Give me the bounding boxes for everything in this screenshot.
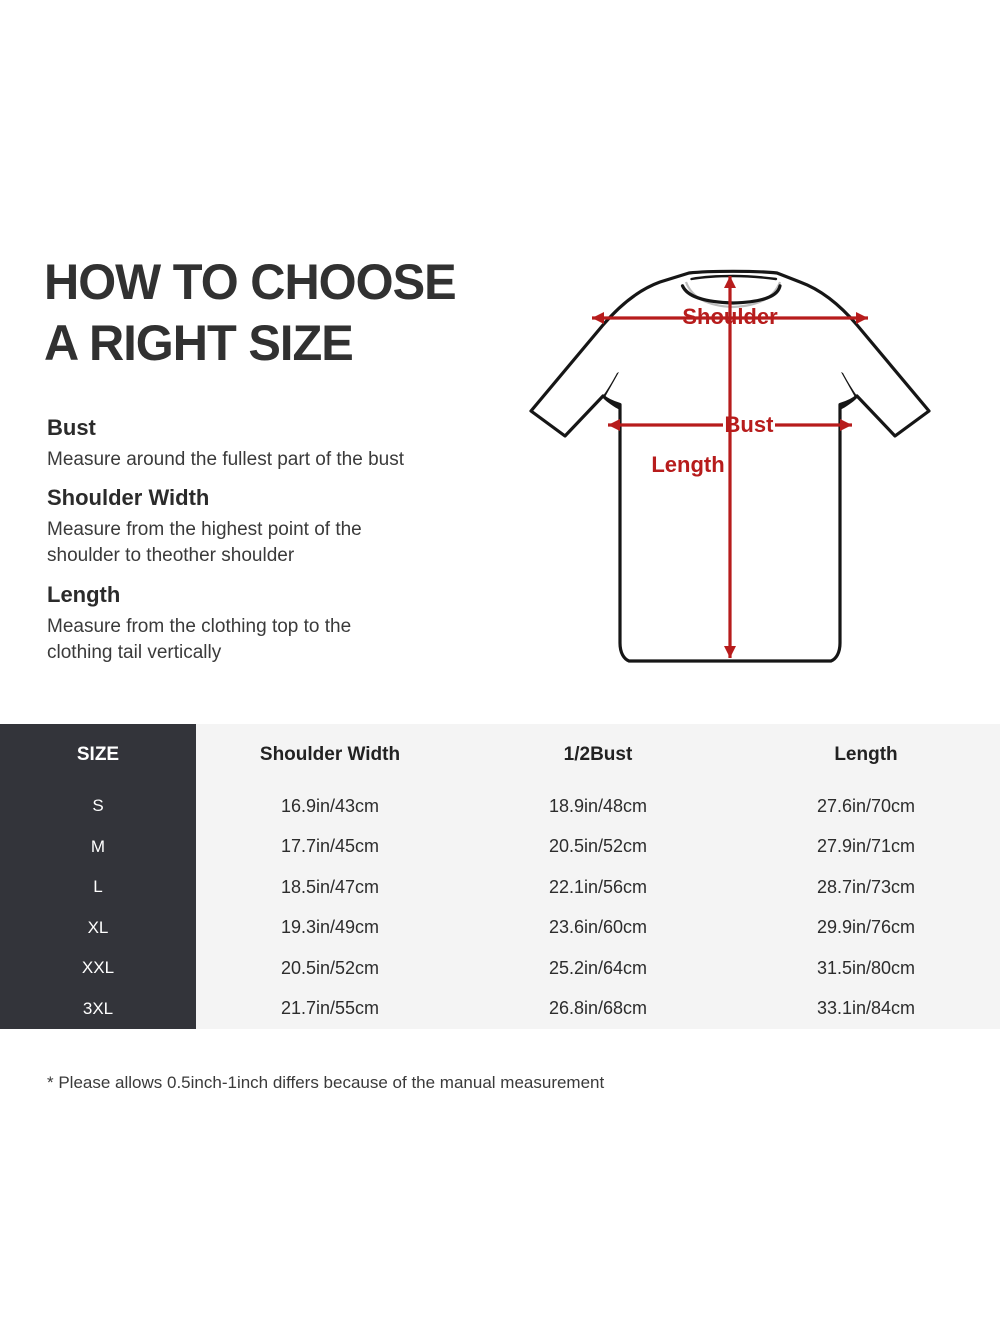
- svg-text:Length: Length: [651, 452, 724, 477]
- svg-text:Bust: Bust: [725, 412, 775, 437]
- svg-text:Shoulder: Shoulder: [682, 304, 778, 329]
